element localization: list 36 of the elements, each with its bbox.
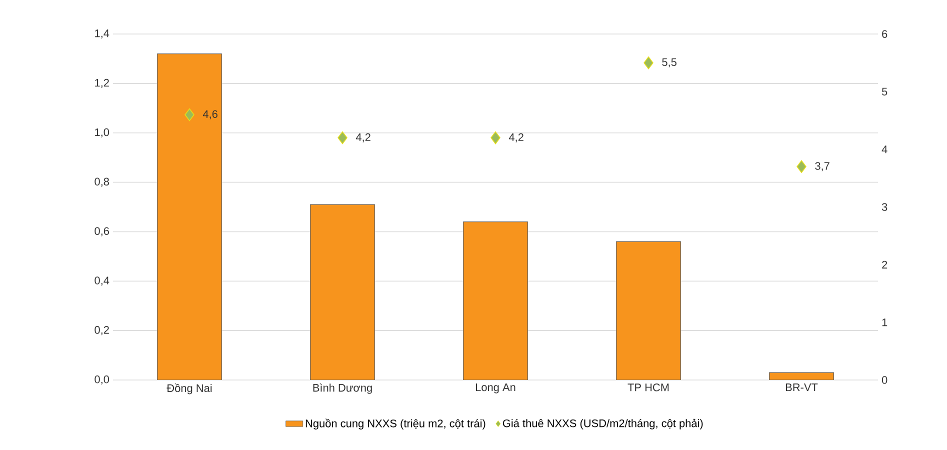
- point: [338, 131, 348, 144]
- y-tick-label: 1,4: [95, 30, 110, 38]
- data-label: 3,7: [815, 162, 830, 172]
- data-label: 4,6: [202, 110, 218, 120]
- y-tick-label: 0,2: [94, 326, 109, 336]
- bar: [463, 222, 528, 380]
- point: [184, 108, 194, 122]
- y-tick-label: 0,6: [94, 227, 109, 236]
- y-tick-label: 0,8: [94, 178, 109, 187]
- y2-tick-label: 2: [882, 260, 888, 268]
- y-tick-label: 0,4: [94, 276, 110, 286]
- data-label: 4,2: [356, 133, 370, 142]
- y2-tick-label: 5: [882, 88, 888, 96]
- bar: [310, 204, 375, 380]
- x-tick-label: Bình Dương: [313, 384, 372, 394]
- y2-tick-label: 4: [882, 146, 888, 154]
- y2-tick-label: 0: [882, 376, 888, 384]
- data-label: 5,5: [662, 58, 676, 68]
- y-tick-label: 1,2: [95, 78, 109, 88]
- y2-tick-label: 1: [882, 318, 888, 326]
- bar: [157, 53, 222, 380]
- y-tick-label: 1,0: [95, 128, 110, 138]
- bar: [616, 241, 681, 380]
- legend-label: Nguồn cung NXXS (triệu m2, cột trái): [306, 418, 486, 430]
- x-tick-label: Đồng Nai: [166, 384, 212, 394]
- point: [490, 131, 500, 144]
- legend-label: Giá thuê NXXS (USD/m2/tháng, cột phải): [502, 418, 703, 430]
- point: [796, 160, 806, 174]
- y2-tick-label: 6: [882, 30, 888, 38]
- y2-tick-label: 3: [882, 203, 888, 211]
- data-label: 4,2: [508, 133, 524, 142]
- y-tick-label: 0,0: [94, 375, 110, 385]
- x-tick-label: TP HCM: [628, 384, 669, 392]
- x-tick-label: BR-VT: [786, 384, 818, 392]
- point: [644, 56, 654, 70]
- x-tick-label: Long An: [476, 384, 516, 394]
